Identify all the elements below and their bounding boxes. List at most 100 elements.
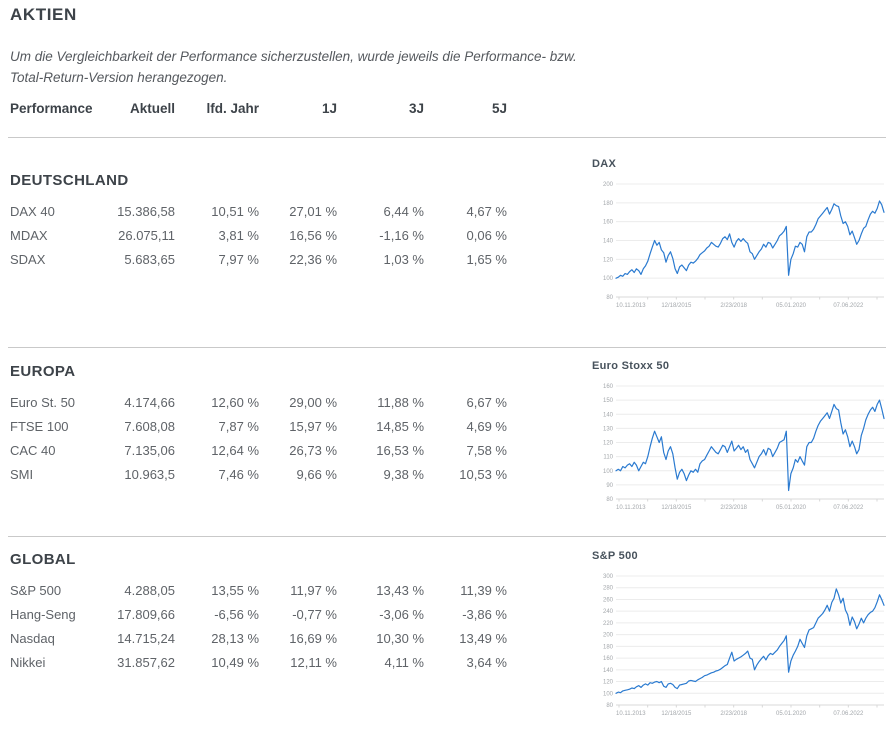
cell-aktuell: 4.288,05 <box>124 583 175 598</box>
sp500-line-chart: 80 100 120 140 160 180 200 220 240 260 280 300 10.11… <box>603 574 885 717</box>
svg-text:120: 120 <box>603 441 614 447</box>
svg-text:150: 150 <box>603 398 614 404</box>
cell-lfd-jahr: 13,55 % <box>211 583 259 598</box>
svg-text:07.06.2022: 07.06.2022 <box>833 303 864 309</box>
cell-1j: 16,56 % <box>289 228 337 243</box>
cell-aktuell: 17.809,66 <box>117 607 175 622</box>
svg-text:130: 130 <box>603 426 614 432</box>
row-label: DAX 40 <box>10 204 55 219</box>
cell-aktuell: 7.608,08 <box>124 419 175 434</box>
svg-text:140: 140 <box>603 668 614 674</box>
cell-1j: 12,11 % <box>290 655 337 670</box>
svg-text:12/18/2015: 12/18/2015 <box>661 303 692 309</box>
row-label: Nikkei <box>10 655 46 670</box>
svg-text:100: 100 <box>603 469 614 475</box>
svg-text:10.11.2013: 10.11.2013 <box>616 505 646 511</box>
chart-title-euro-stoxx: Euro Stoxx 50 <box>592 360 670 372</box>
cell-aktuell: 15.386,58 <box>117 204 175 219</box>
svg-text:160: 160 <box>603 220 614 226</box>
row-label: FTSE 100 <box>10 419 69 434</box>
svg-text:100: 100 <box>603 276 614 282</box>
svg-text:2/23/2018: 2/23/2018 <box>720 505 747 511</box>
cell-lfd-jahr: 7,87 % <box>218 419 259 434</box>
cell-lfd-jahr: 3,81 % <box>218 228 259 243</box>
performance-note: Um die Vergleichbarkeit der Performance … <box>10 49 577 85</box>
table-row: MDAX 26.075,11 3,81 % 16,56 % -1,16 % 0,… <box>10 224 510 248</box>
cell-lfd-jahr: 7,97 % <box>218 252 259 267</box>
cell-lfd-jahr: 10,49 % <box>211 655 259 670</box>
cell-5j: 13,49 % <box>459 631 507 646</box>
table-row: DAX 40 15.386,58 10,51 % 27,01 % 6,44 % … <box>10 200 510 224</box>
divider <box>8 347 886 348</box>
svg-text:100: 100 <box>603 691 614 697</box>
cell-3j: -3,06 % <box>379 607 424 622</box>
page-title: AKTIEN <box>10 5 77 24</box>
row-label: CAC 40 <box>10 443 56 458</box>
svg-text:180: 180 <box>603 644 614 650</box>
section-heading: EUROPA <box>10 363 76 380</box>
section-heading: GLOBAL <box>10 551 76 568</box>
cell-1j: 22,36 % <box>289 252 337 267</box>
svg-text:05.01.2020: 05.01.2020 <box>776 303 807 309</box>
svg-text:180: 180 <box>603 201 614 207</box>
svg-text:90: 90 <box>606 483 613 489</box>
cell-aktuell: 5.683,65 <box>124 252 175 267</box>
svg-text:160: 160 <box>603 384 614 390</box>
cell-1j: 26,73 % <box>289 443 337 458</box>
svg-text:80: 80 <box>606 497 613 503</box>
row-label: SDAX <box>10 252 46 267</box>
cell-5j: 6,67 % <box>466 395 507 410</box>
column-header-5j: 5J <box>491 101 507 116</box>
row-label: SMI <box>10 467 34 482</box>
section-heading: DEUTSCHLAND <box>10 172 129 189</box>
cell-lfd-jahr: 28,13 % <box>211 631 259 646</box>
cell-3j: -1,16 % <box>379 228 424 243</box>
svg-text:80: 80 <box>606 295 613 301</box>
cell-lfd-jahr: 10,51 % <box>211 204 259 219</box>
euro-stoxx-line-chart: 80 90 100 110 120 130 140 150 160 10.11.2013 12/18… <box>603 384 885 511</box>
cell-1j: 29,00 % <box>289 395 337 410</box>
dax-chart: DAX 80 100 120 140 160 180 200 10.11.2013 12/18/… <box>592 158 889 313</box>
svg-text:220: 220 <box>603 621 614 627</box>
row-label: Euro St. 50 <box>10 395 76 410</box>
cell-3j: 1,03 % <box>383 252 424 267</box>
cell-3j: 6,44 % <box>383 204 424 219</box>
svg-text:12/18/2015: 12/18/2015 <box>661 505 692 511</box>
svg-text:120: 120 <box>603 680 614 686</box>
column-header-1j: 1J <box>321 101 337 116</box>
svg-text:260: 260 <box>603 597 614 603</box>
cell-5j: 7,58 % <box>466 443 507 458</box>
cell-5j: 4,67 % <box>466 204 507 219</box>
svg-text:280: 280 <box>603 586 614 592</box>
svg-text:10.11.2013: 10.11.2013 <box>616 303 646 309</box>
cell-5j: 10,53 % <box>459 467 507 482</box>
cell-aktuell: 4.174,66 <box>124 395 175 410</box>
table-row: SDAX 5.683,65 7,97 % 22,36 % 1,03 % 1,65… <box>10 248 510 272</box>
cell-5j: 0,06 % <box>466 228 507 243</box>
cell-5j: 11,39 % <box>460 583 507 598</box>
divider <box>8 137 886 138</box>
svg-text:2/23/2018: 2/23/2018 <box>720 711 747 717</box>
cell-5j: -3,86 % <box>462 607 507 622</box>
svg-text:07.06.2022: 07.06.2022 <box>833 711 864 717</box>
cell-5j: 4,69 % <box>466 419 507 434</box>
column-header-lfd-jahr: lfd. Jahr <box>206 101 259 116</box>
svg-text:240: 240 <box>603 609 614 615</box>
cell-3j: 16,53 % <box>376 443 424 458</box>
euro-stoxx-chart: Euro Stoxx 50 80 90 100 110 120 130 140 150 160 1… <box>592 360 889 515</box>
sp500-chart: S&P 500 80 100 120 140 160 180 200 220 240 260 280… <box>592 550 889 721</box>
column-header-aktuell: Aktuell <box>129 101 175 116</box>
svg-text:12/18/2015: 12/18/2015 <box>661 711 692 717</box>
svg-text:120: 120 <box>603 257 614 263</box>
svg-text:05.01.2020: 05.01.2020 <box>776 711 807 717</box>
cell-aktuell: 31.857,62 <box>117 655 175 670</box>
row-label: S&P 500 <box>10 583 62 598</box>
section-global: GLOBAL S&P 500 4.288,05 13,55 % 11,97 % … <box>10 551 510 675</box>
cell-lfd-jahr: -6,56 % <box>214 607 259 622</box>
table-row: Nikkei 31.857,62 10,49 % 12,11 % 4,11 % … <box>10 651 510 675</box>
cell-aktuell: 10.963,5 <box>124 467 175 482</box>
dax-line-chart: 80 100 120 140 160 180 200 10.11.2013 12/18/2015… <box>603 182 885 309</box>
svg-text:110: 110 <box>603 455 613 461</box>
svg-text:200: 200 <box>603 182 614 188</box>
cell-1j: 15,97 % <box>289 419 337 434</box>
